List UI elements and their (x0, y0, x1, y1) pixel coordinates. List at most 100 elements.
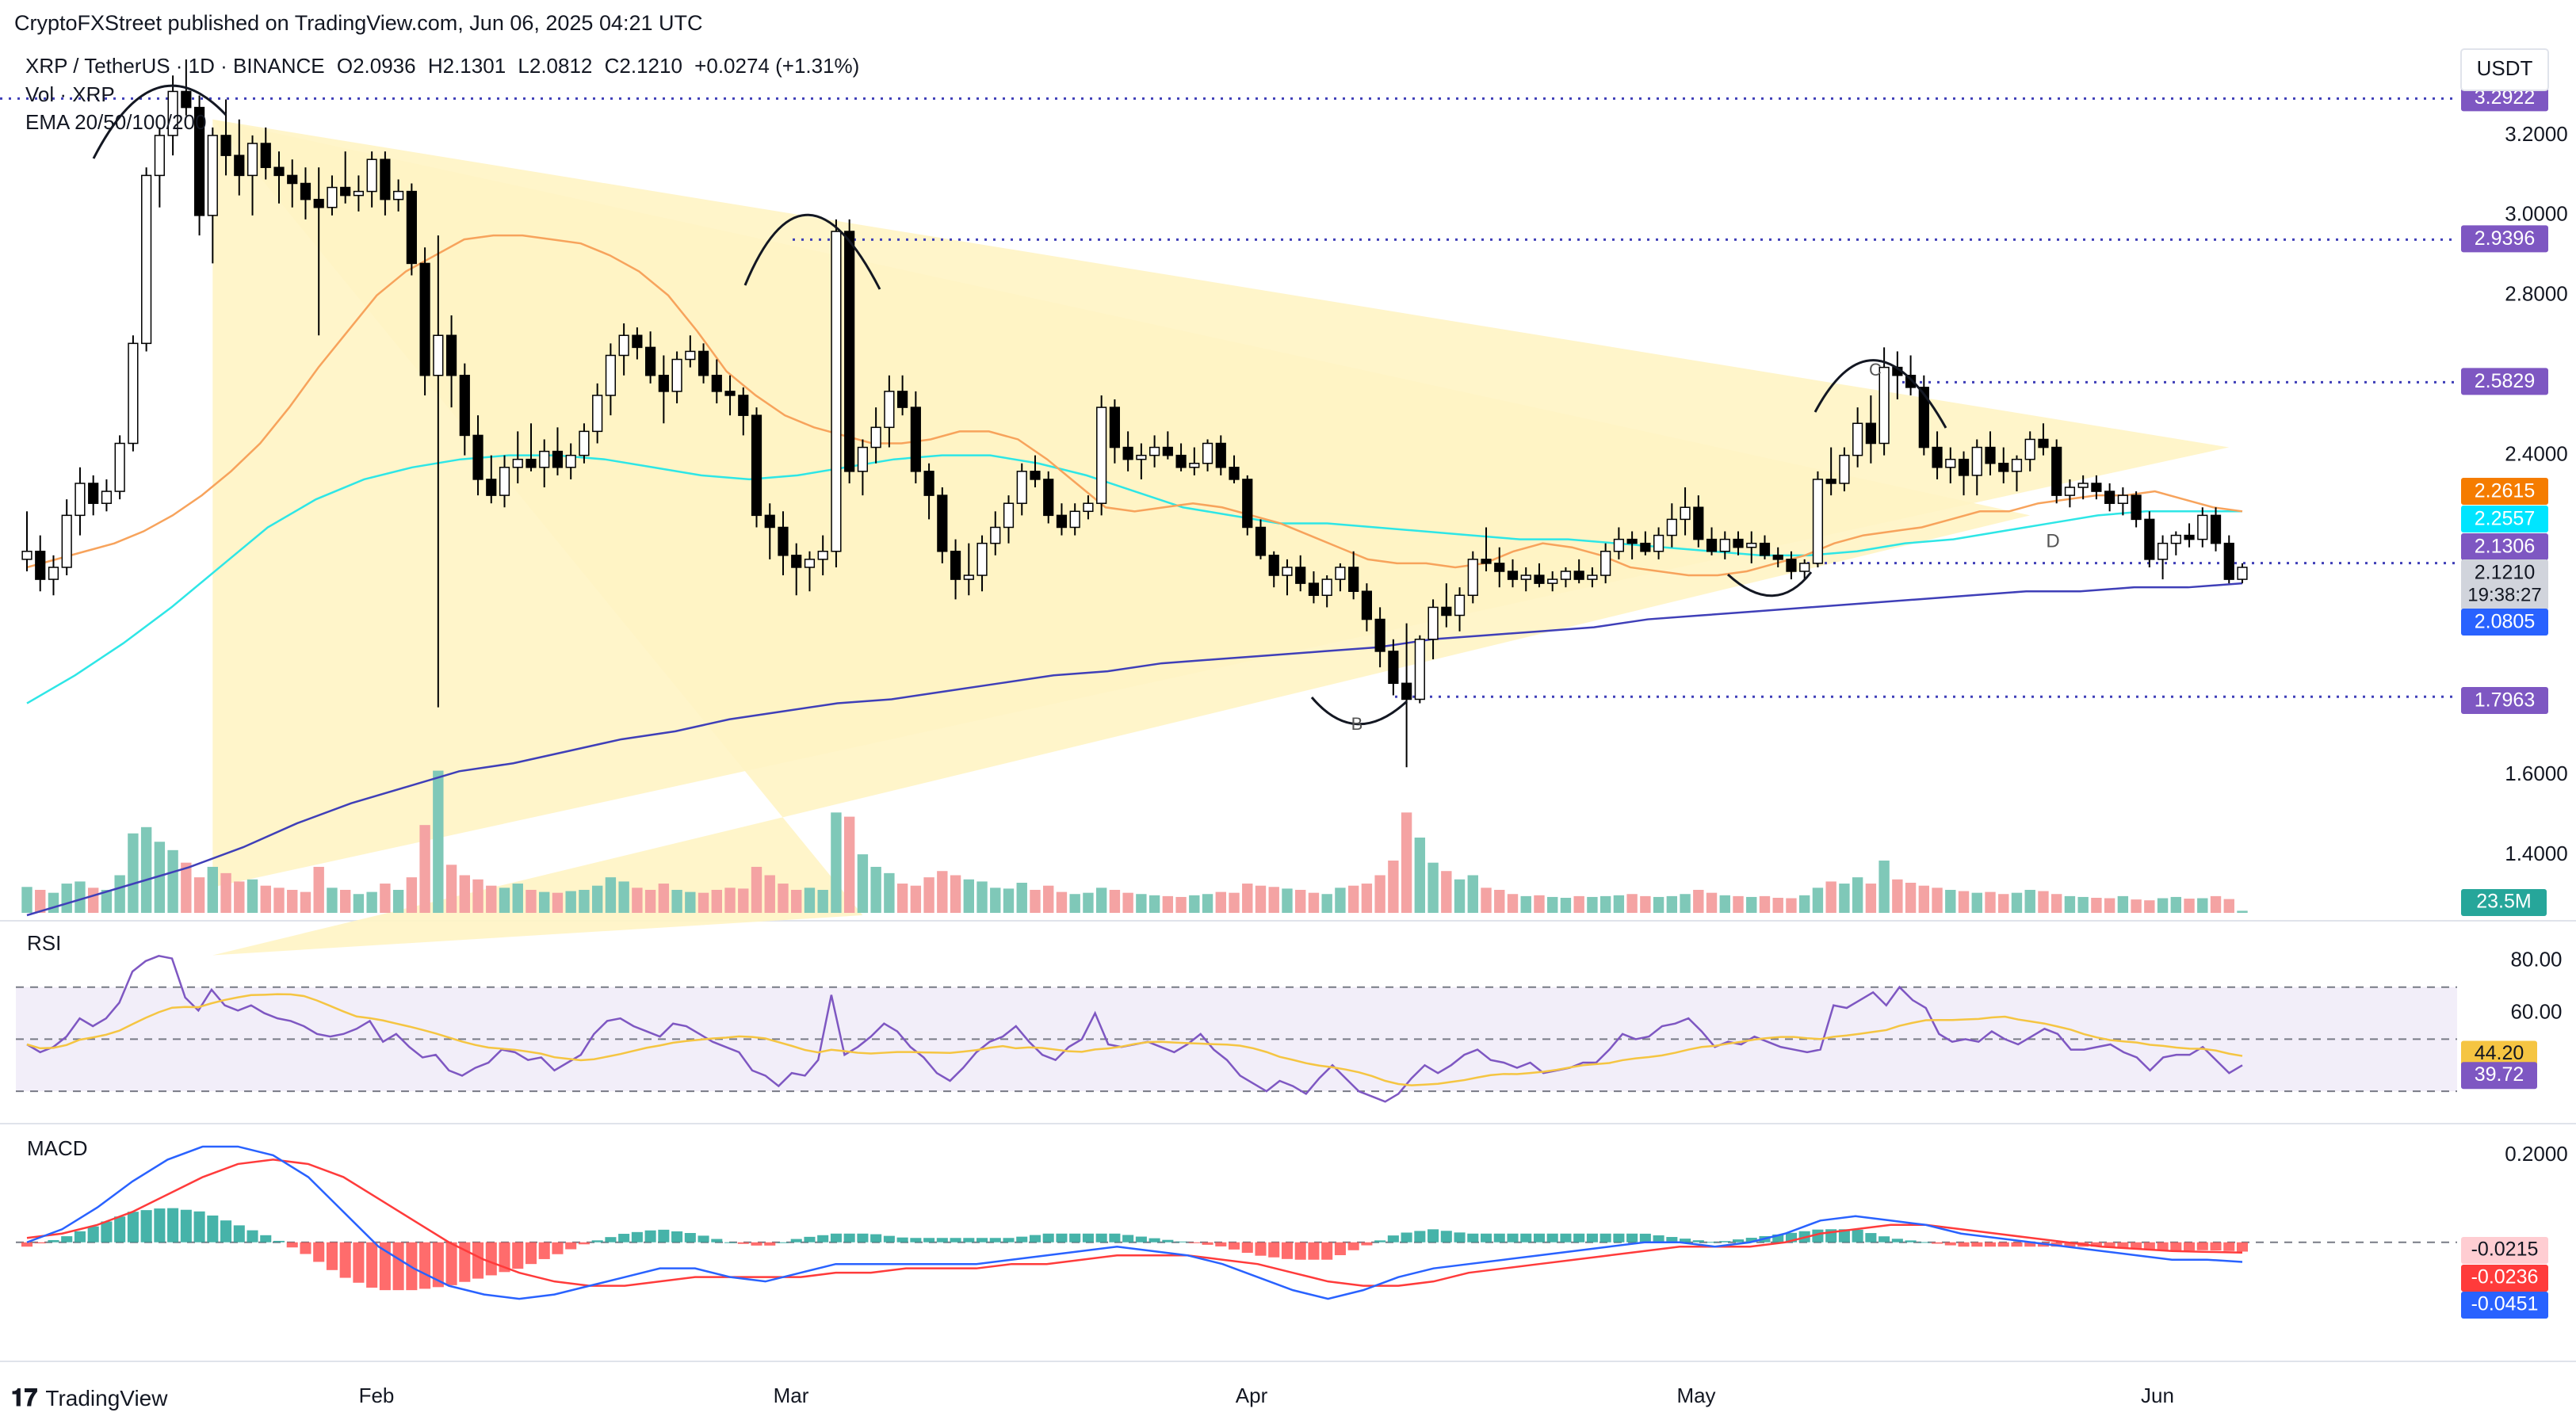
macd-histogram-bar (1042, 1233, 1054, 1242)
volume-bar (287, 889, 298, 913)
volume-bar (1295, 889, 1306, 913)
candle (1282, 567, 1293, 576)
volume-bar (977, 881, 988, 913)
macd-histogram-bar (764, 1242, 776, 1246)
candle (114, 442, 125, 492)
macd-histogram-bar (711, 1239, 723, 1242)
candle (1573, 571, 1584, 580)
candle (817, 551, 828, 560)
volume-bar (1268, 887, 1279, 913)
macd-histogram-bar (1215, 1242, 1227, 1246)
volume-bar (1852, 877, 1863, 913)
macd-histogram-bar (87, 1226, 99, 1242)
macd-histogram-bar (1639, 1233, 1651, 1242)
macd-histogram-bar (1493, 1233, 1505, 1242)
volume-bar (87, 888, 99, 913)
symbol-legend[interactable]: XRP / TetherUS · 1D · BINANCE O2.0936 H2… (25, 54, 859, 78)
macd-histogram-bar (1480, 1233, 1492, 1242)
candle (2184, 534, 2195, 540)
macd-histogram-bar (379, 1242, 391, 1291)
candle (300, 182, 311, 200)
candle (1268, 555, 1279, 576)
volume-bar (552, 892, 564, 913)
volume-bar (1998, 894, 2009, 913)
volume-bar (1653, 896, 1664, 913)
volume-bar (1985, 891, 1996, 913)
volume-bar (671, 889, 682, 913)
volume-bar (526, 889, 537, 913)
volume-bar (1613, 895, 1625, 913)
volume-bar (2131, 899, 2142, 913)
candle (273, 166, 285, 177)
price-label-badge (2461, 368, 2548, 395)
rsi-axis-tick: 80.00 (2510, 948, 2562, 971)
volume-bar (1016, 883, 1027, 913)
macd-histogram-bar (1029, 1235, 1041, 1242)
candle (2170, 534, 2181, 544)
candle (1295, 567, 1306, 584)
volume-bar (300, 891, 311, 913)
candle (220, 135, 231, 156)
symbol-name: XRP / TetherUS · 1D · BINANCE (25, 54, 325, 78)
macd-histogram-bar (286, 1242, 298, 1248)
head-arc (92, 84, 227, 159)
candle (1401, 682, 1412, 700)
macd-histogram-bar (1785, 1232, 1797, 1242)
price-label: 1.7963 (2475, 689, 2535, 712)
candle (1918, 387, 1929, 449)
volume-legend[interactable]: Vol · XRP (25, 82, 115, 106)
candle (658, 374, 669, 392)
candle (260, 143, 271, 169)
candle (579, 430, 590, 456)
volume-bar (193, 877, 205, 913)
candle (406, 190, 417, 265)
rsi-ma-line (26, 993, 2243, 1086)
macd-histogram-bar (2090, 1242, 2102, 1247)
candle (88, 483, 99, 504)
macd-histogram-bar (1202, 1242, 1213, 1245)
macd-histogram-bar (1680, 1239, 1691, 1242)
macd-histogram-bar (140, 1210, 152, 1242)
candle (539, 450, 550, 468)
volume-bar (2210, 895, 2222, 913)
candle (1971, 446, 1982, 476)
volume-bar (1148, 895, 1160, 913)
price-label: 2.1306 (2475, 536, 2535, 558)
ohlc-open: 2.0936 (353, 54, 416, 78)
macd-histogram-bar (1719, 1241, 1731, 1242)
tradingview-logo[interactable]: 𝟏𝟕 TradingView (11, 1385, 167, 1412)
macd-histogram-bar (180, 1209, 192, 1242)
tradingview-brand: TradingView (45, 1386, 168, 1410)
rsi-ma-badge (2461, 1040, 2537, 1068)
rsi-pane-label[interactable]: RSI (27, 931, 62, 955)
macd-pane-label[interactable]: MACD (27, 1136, 88, 1160)
volume-bar (1812, 888, 1824, 913)
macd-value: -0.0236 (2471, 1266, 2539, 1288)
candle (445, 334, 457, 376)
macd-histogram-bar (1573, 1233, 1585, 1242)
volume-bar (1401, 812, 1412, 913)
volume-bar (1347, 885, 1359, 913)
volume-bar (539, 891, 550, 913)
ema-legend[interactable]: EMA 20/50/100/200 (25, 110, 207, 134)
candle (2104, 491, 2115, 504)
macd-histogram-bar (313, 1242, 325, 1262)
volume-bar (685, 891, 696, 913)
macd-histogram-bar (618, 1234, 630, 1242)
candle (1653, 534, 1664, 552)
volume-bar (207, 866, 219, 913)
candle (472, 434, 483, 480)
macd-histogram-bar (167, 1208, 179, 1242)
volume-bar (950, 875, 961, 913)
candle (1481, 559, 1492, 564)
volume-bar (2077, 896, 2089, 913)
macd-histogram-bar (2064, 1242, 2076, 1247)
macd-histogram-bar (538, 1242, 550, 1259)
candle (1958, 458, 1970, 476)
volume-bar (472, 879, 483, 913)
currency-button: USDT (2477, 56, 2533, 80)
macd-histogram-bar (233, 1225, 245, 1242)
volume-bar (1003, 888, 1015, 913)
volume-bar (2091, 898, 2102, 913)
